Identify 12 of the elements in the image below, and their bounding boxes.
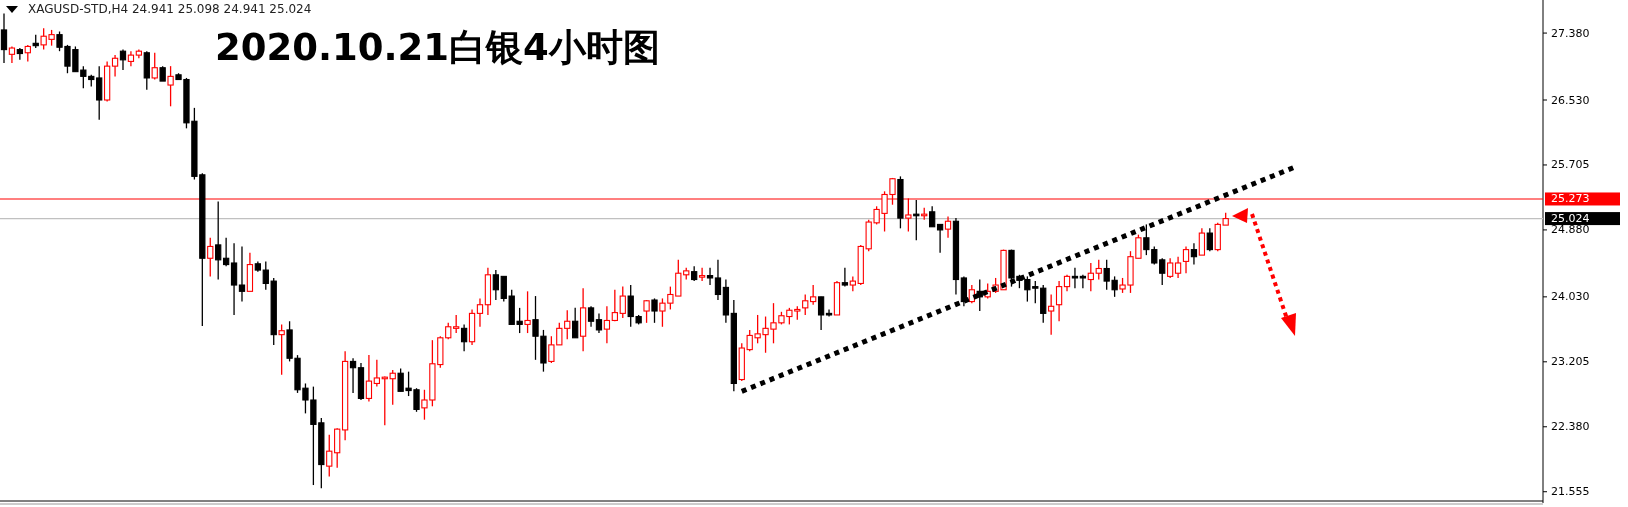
ytick: 25.705 [1551, 158, 1590, 172]
ref-line-label: 25.273 [1551, 192, 1590, 206]
ytick: 21.555 [1551, 485, 1590, 499]
ref-line-label: 25.024 [1551, 212, 1590, 226]
ytick: 24.030 [1551, 290, 1590, 304]
chart-subtitle: XAGUSD-STD,H4 24.941 25.098 24.941 25.024 [28, 2, 312, 16]
ytick: 24.880 [1551, 223, 1590, 237]
ytick: 23.205 [1551, 355, 1590, 369]
ytick: 27.380 [1551, 26, 1590, 40]
text: 2020.10.21白银4小时图 [215, 26, 660, 69]
ytick: 26.530 [1551, 93, 1590, 107]
ytick: 22.380 [1551, 420, 1590, 434]
